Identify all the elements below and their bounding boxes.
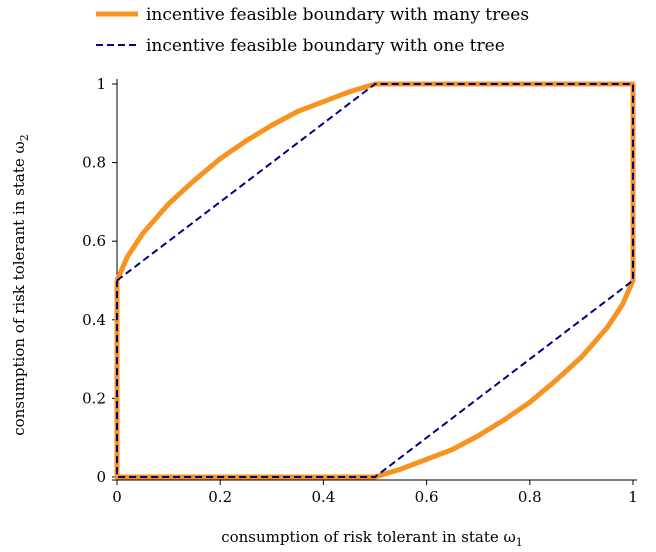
y-tick-label: 0.8 bbox=[82, 154, 106, 172]
series-line-many-trees bbox=[114, 81, 636, 480]
x-tick-label: 0.2 bbox=[208, 488, 232, 506]
x-axis-label-subscript: 1 bbox=[516, 536, 523, 549]
x-tick-label: 0.8 bbox=[518, 488, 542, 506]
y-tick-label: 0 bbox=[96, 468, 106, 486]
x-tick-label: 0.6 bbox=[415, 488, 439, 506]
x-tick-label: 1 bbox=[628, 488, 638, 506]
ticks: 0 0.2 0.4 0.6 0.8 1 0 0.2 0.4 0.6 0.8 1 bbox=[82, 75, 638, 506]
y-tick-label: 1 bbox=[96, 75, 106, 93]
legend-label-one-tree: incentive feasible boundary with one tre… bbox=[146, 36, 505, 56]
x-tick-label: 0.4 bbox=[311, 488, 335, 506]
y-tick-label: 0.2 bbox=[82, 389, 106, 407]
y-axis-label: consumption of risk tolerant in state ω2 bbox=[10, 134, 31, 436]
y-axis-label-text: consumption of risk tolerant in state ω bbox=[10, 141, 28, 436]
series-layer bbox=[114, 81, 636, 480]
x-axis-label-text: consumption of risk tolerant in state ω bbox=[221, 528, 516, 546]
y-axis-label-subscript: 2 bbox=[18, 134, 31, 141]
axes bbox=[112, 79, 637, 481]
y-tick-label: 0.6 bbox=[82, 232, 106, 250]
y-tick-label: 0.4 bbox=[82, 311, 106, 329]
x-tick-label: 0 bbox=[112, 488, 122, 506]
series-line-one-tree bbox=[116, 83, 634, 478]
x-axis-label: consumption of risk tolerant in state ω1 bbox=[221, 528, 523, 549]
legend-label-many-trees: incentive feasible boundary with many tr… bbox=[146, 5, 529, 25]
legend: incentive feasible boundary with many tr… bbox=[96, 5, 529, 56]
